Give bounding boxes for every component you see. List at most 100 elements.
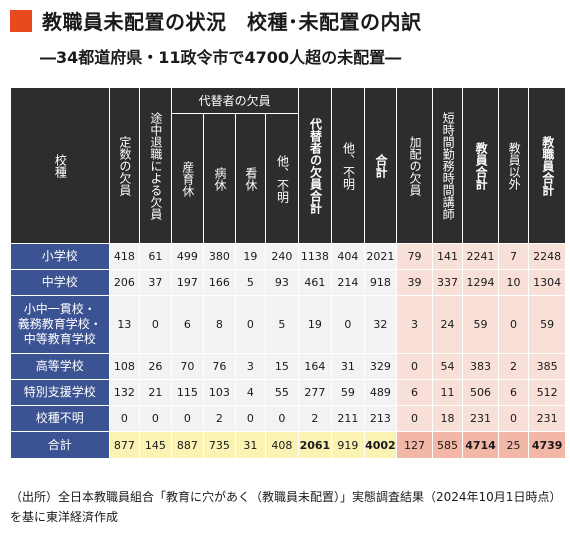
table-cell: 0	[265, 405, 299, 432]
table-cell: 5	[234, 269, 267, 296]
table-row-total: 合計 877 145 887 735 31 408 2061 919 4002 …	[10, 431, 566, 459]
table-cell: 506	[462, 379, 499, 406]
table-cell: 8	[203, 295, 236, 354]
table-cell: 0	[396, 353, 433, 380]
col-header-teacher-total: 教員合計	[462, 87, 499, 244]
table-cell: 59	[331, 379, 365, 406]
row-header: 特別支援学校	[10, 379, 110, 406]
table-cell: 1304	[528, 269, 566, 296]
table-cell: 4002	[363, 431, 398, 459]
table-cell: 108	[108, 353, 141, 380]
col-header-total: 合計	[363, 87, 398, 244]
row-header: 高等学校	[10, 353, 110, 380]
table-cell: 0	[170, 405, 205, 432]
table-cell: 26	[139, 353, 172, 380]
table-cell: 418	[108, 243, 141, 270]
table-cell: 585	[431, 431, 464, 459]
col-header-kankyu: 看休	[234, 113, 267, 244]
table-cell: 4	[234, 379, 267, 406]
table-cell: 887	[170, 431, 205, 459]
table-cell: 93	[265, 269, 299, 296]
table-row: 小中一貫校・ 義務教育学校・ 中等教育学校 13 0 6 8 0 5 19 0 …	[10, 295, 566, 354]
table-cell: 0	[396, 405, 433, 432]
corner-header: 校種	[10, 87, 110, 244]
table-cell: 166	[203, 269, 236, 296]
table-cell: 13	[108, 295, 141, 354]
table-cell: 6	[170, 295, 205, 354]
table-cell: 4714	[462, 431, 499, 459]
col-header-other-unknown: 他、不明	[331, 87, 365, 244]
table-cell: 18	[431, 405, 464, 432]
page-title: 教職員未配置の状況 校種･未配置の内訳	[42, 10, 422, 34]
table-cell: 1138	[297, 243, 333, 270]
col-header-sanikukyu: 産育休	[170, 113, 205, 244]
table-cell: 59	[528, 295, 566, 354]
table-cell: 115	[170, 379, 205, 406]
table-cell: 461	[297, 269, 333, 296]
table-cell: 3	[234, 353, 267, 380]
table-cell: 59	[462, 295, 499, 354]
table-row: 校種不明 0 0 0 2 0 0 2 211 213 0 18 231 0 23…	[10, 405, 566, 432]
vacancy-table: 校種 定数の欠員 途中退職による欠員 代替者の欠員 代替者の欠員合計 他、不明 …	[10, 87, 566, 459]
table-cell: 61	[139, 243, 172, 270]
col-header-staff-total: 教職員合計	[528, 87, 566, 244]
table-cell: 15	[265, 353, 299, 380]
group-header-daitaisha: 代替者の欠員	[170, 87, 299, 114]
col-header-byokyu: 病休	[203, 113, 236, 244]
row-header: 中学校	[10, 269, 110, 296]
table-cell: 11	[431, 379, 464, 406]
table-cell: 0	[234, 295, 267, 354]
source-note: （出所）全日本教職員組合「教育に穴があく（教職員未配置）」実態調査結果（2024…	[10, 490, 562, 524]
table-cell: 918	[363, 269, 398, 296]
table-cell: 0	[331, 295, 365, 354]
table-cell: 31	[331, 353, 365, 380]
table-cell: 54	[431, 353, 464, 380]
table-cell: 39	[396, 269, 433, 296]
table-cell: 383	[462, 353, 499, 380]
table-cell: 380	[203, 243, 236, 270]
table-cell: 103	[203, 379, 236, 406]
col-header-tochu: 途中退職による欠員	[139, 87, 172, 244]
row-header: 合計	[10, 431, 110, 459]
table-cell: 2248	[528, 243, 566, 270]
table-cell: 231	[462, 405, 499, 432]
table-cell: 214	[331, 269, 365, 296]
table-cell: 0	[497, 405, 530, 432]
table-cell: 211	[331, 405, 365, 432]
table-cell: 4739	[528, 431, 566, 459]
table-cell: 2	[203, 405, 236, 432]
table-cell: 5	[265, 295, 299, 354]
table-cell: 197	[170, 269, 205, 296]
table-cell: 0	[497, 295, 530, 354]
table-cell: 919	[331, 431, 365, 459]
table-cell: 10	[497, 269, 530, 296]
table-cell: 21	[139, 379, 172, 406]
table-cell: 25	[497, 431, 530, 459]
table-cell: 2021	[363, 243, 398, 270]
table-cell: 70	[170, 353, 205, 380]
table-cell: 127	[396, 431, 433, 459]
row-header: 校種不明	[10, 405, 110, 432]
table-cell: 19	[234, 243, 267, 270]
table-cell: 1294	[462, 269, 499, 296]
table-cell: 6	[396, 379, 433, 406]
table-cell: 329	[363, 353, 398, 380]
table-cell: 7	[497, 243, 530, 270]
table-cell: 404	[331, 243, 365, 270]
table-cell: 3	[396, 295, 433, 354]
table-cell: 0	[108, 405, 141, 432]
table-cell: 24	[431, 295, 464, 354]
table-row: 特別支援学校 132 21 115 103 4 55 277 59 489 6 …	[10, 379, 566, 406]
table-cell: 55	[265, 379, 299, 406]
table-cell: 19	[297, 295, 333, 354]
table-cell: 206	[108, 269, 141, 296]
table-cell: 2061	[297, 431, 333, 459]
table-cell: 735	[203, 431, 236, 459]
table-cell: 385	[528, 353, 566, 380]
table-cell: 337	[431, 269, 464, 296]
table-row: 小学校 418 61 499 380 19 240 1138 404 2021 …	[10, 243, 566, 270]
table-cell: 231	[528, 405, 566, 432]
table-cell: 76	[203, 353, 236, 380]
table-row: 高等学校 108 26 70 76 3 15 164 31 329 0 54 3…	[10, 353, 566, 380]
table-cell: 0	[139, 405, 172, 432]
